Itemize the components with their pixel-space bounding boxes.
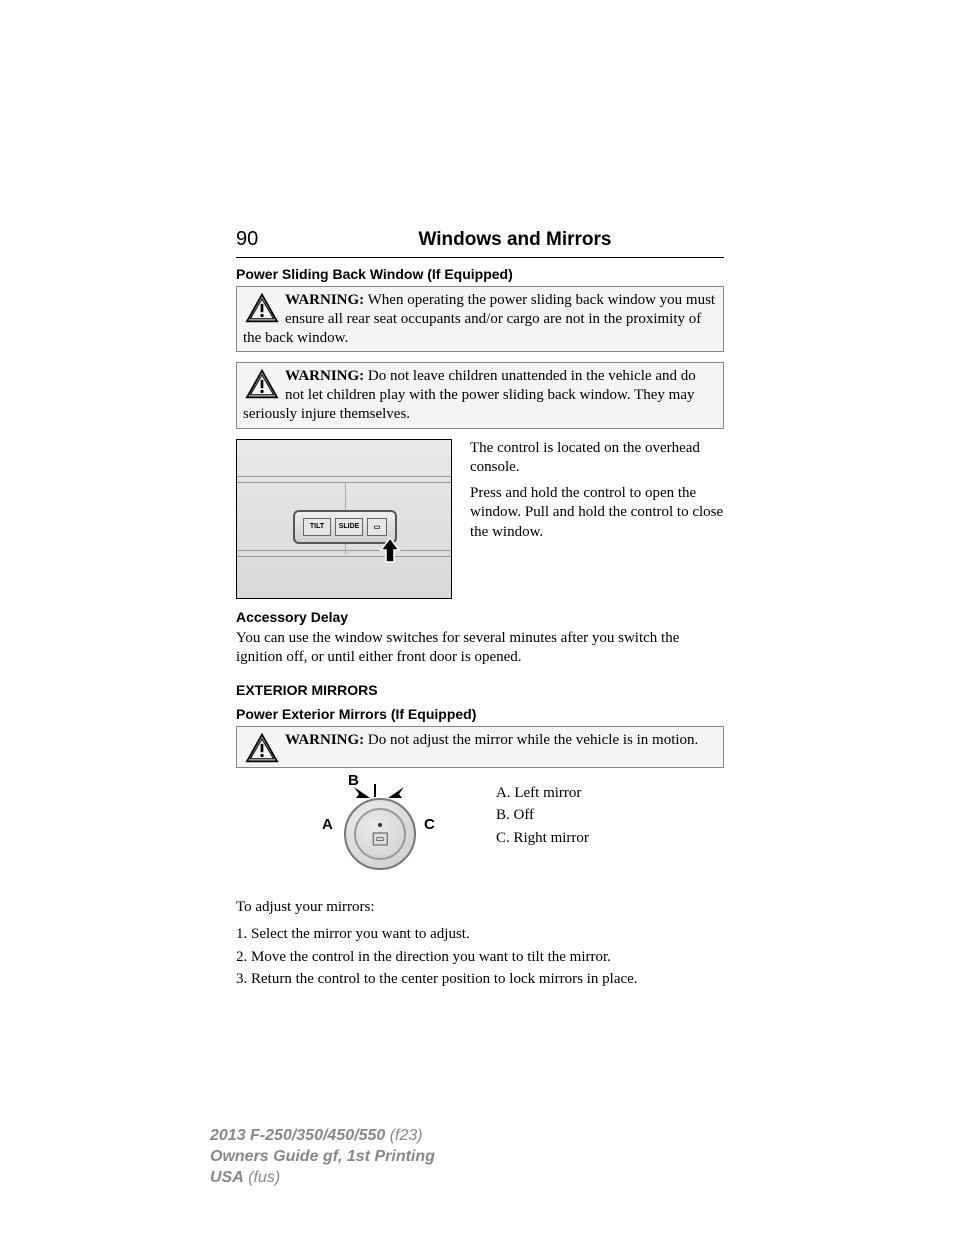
warning-icon — [245, 293, 279, 323]
switch-slide: SLIDE — [335, 518, 363, 536]
mirror-dial-diagram: B A C ▭ — [292, 778, 472, 888]
up-arrow-icon — [379, 536, 401, 564]
dial-label-a: A — [322, 816, 333, 833]
adjust-steps: 1. Select the mirror you want to adjust.… — [236, 923, 724, 991]
dial-arrow-mid — [370, 782, 380, 798]
dial-arrow-right — [386, 784, 408, 800]
warning-box-3: WARNING: Do not adjust the mirror while … — [236, 726, 724, 768]
caption-location: The control is located on the overhead c… — [470, 439, 724, 478]
overhead-console-diagram: TILT SLIDE ▭ — [236, 439, 452, 599]
footer-line-1: 2013 F-250/350/450/550 (f23) — [210, 1126, 730, 1147]
page-title: Windows and Mirrors — [306, 229, 724, 251]
dial-body: ▭ — [344, 798, 416, 870]
subheading-power-mirrors: Power Exterior Mirrors (If Equipped) — [236, 706, 724, 722]
dial-dot — [378, 823, 382, 827]
page-header: 90 Windows and Mirrors — [236, 228, 724, 251]
legend-a: A. Left mirror — [496, 782, 589, 805]
warning-label: WARNING: — [285, 732, 364, 748]
page-footer: 2013 F-250/350/450/550 (f23) Owners Guid… — [210, 1126, 730, 1188]
footer-region: USA — [210, 1169, 244, 1186]
switch-window-icon: ▭ — [367, 518, 387, 536]
section-heading-exterior-mirrors: EXTERIOR MIRRORS — [236, 682, 724, 698]
footer-model: 2013 F-250/350/450/550 — [210, 1127, 385, 1144]
warning-icon — [245, 733, 279, 763]
footer-fus: (fus) — [244, 1169, 280, 1186]
switch-tilt: TILT — [303, 518, 331, 536]
accessory-delay-body: You can use the window switches for seve… — [236, 629, 724, 668]
footer-line-2: Owners Guide gf, 1st Printing — [210, 1147, 730, 1168]
step-2: 2. Move the control in the direction you… — [236, 946, 724, 969]
section-heading-accessory-delay: Accessory Delay — [236, 609, 724, 625]
page-content: 90 Windows and Mirrors Power Sliding Bac… — [236, 228, 724, 991]
warning-label: WARNING: — [285, 368, 364, 384]
legend-c: C. Right mirror — [496, 827, 589, 850]
caption-operation: Press and hold the control to open the w… — [470, 484, 724, 543]
figure-caption-block: The control is located on the overhead c… — [470, 439, 724, 549]
footer-line-3: USA (fus) — [210, 1168, 730, 1189]
warning-box-2: WARNING: Do not leave children unattende… — [236, 362, 724, 428]
warning-icon — [245, 369, 279, 399]
step-3: 3. Return the control to the center posi… — [236, 968, 724, 991]
warning-box-1: WARNING: When operating the power slidin… — [236, 286, 724, 352]
footer-guide: Owners Guide gf, 1st Printing — [210, 1148, 435, 1165]
dial-mirror-icon: ▭ — [373, 832, 388, 845]
warning-text: Do not adjust the mirror while the vehic… — [364, 732, 698, 748]
adjust-lead: To adjust your mirrors: — [236, 898, 724, 918]
step-1: 1. Select the mirror you want to adjust. — [236, 923, 724, 946]
figure-row-dial: B A C ▭ A. Left mirror B. Off C. Right m… — [236, 778, 724, 888]
warning-label: WARNING: — [285, 292, 364, 308]
header-rule — [236, 257, 724, 258]
dial-label-c: C — [424, 816, 435, 833]
legend-b: B. Off — [496, 804, 589, 827]
figure-row-console: TILT SLIDE ▭ The control is located on t… — [236, 439, 724, 599]
mirror-legend: A. Left mirror B. Off C. Right mirror — [496, 782, 589, 850]
dial-arrow-left — [350, 784, 372, 800]
section-heading-sliding-window: Power Sliding Back Window (If Equipped) — [236, 266, 724, 282]
footer-code: (f23) — [385, 1127, 422, 1144]
